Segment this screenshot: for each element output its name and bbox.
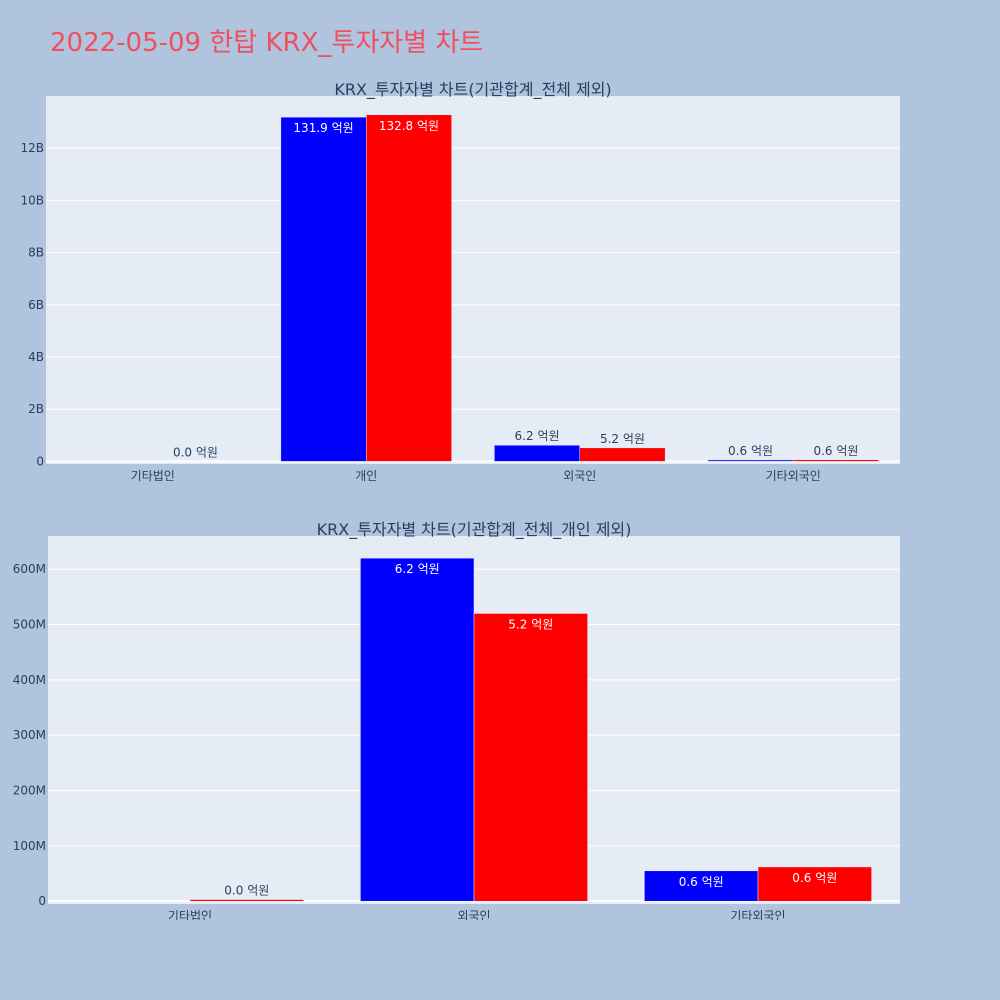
data-label: 0.0 억원	[173, 445, 218, 459]
y-tick-label: 6B	[28, 298, 44, 312]
y-tick-label: 0	[38, 894, 46, 908]
y-tick-label: 200M	[13, 784, 46, 798]
y-tick-label: 0	[36, 454, 44, 468]
y-tick-label: 10B	[20, 193, 44, 207]
chart-krx-excluding-institutions-and-individuals: 0 100M 200M 300M 400M 500M 600M KRX_투자자별 차트(기관합…	[13, 520, 900, 920]
page-title: 2022-05-09 한탑 KRX_투자자별 차트	[50, 28, 484, 58]
chart-title: KRX_투자자별 차트(기관합계_전체 제외)	[334, 80, 611, 100]
y-tick-label: 600M	[13, 562, 46, 576]
bar	[366, 114, 452, 462]
bar	[360, 557, 475, 902]
y-tick-label: 400M	[13, 673, 46, 687]
plot-area	[46, 96, 900, 464]
y-tick-label: 4B	[28, 350, 44, 364]
bar	[757, 866, 872, 902]
x-tick-label: 외국인	[563, 469, 596, 483]
y-tick-label: 8B	[28, 246, 44, 260]
data-label: 132.8 억원	[379, 119, 439, 133]
x-tick-label: 기타외국인	[766, 469, 821, 483]
chart-krx-excluding-institutions: 0 2B 4B 6B 8B 10B 12B KRX_투자자별 차트(기관합계_전체 제외) 기타…	[20, 80, 900, 483]
x-tick-label: 개인	[355, 469, 377, 483]
y-tick-label: 100M	[13, 839, 46, 853]
x-tick-label: 기타법인	[131, 469, 175, 483]
bar	[644, 870, 759, 902]
data-label: 131.9 억원	[293, 121, 353, 135]
x-tick-label: 기타법인	[168, 909, 212, 920]
data-label: 5.2 억원	[508, 617, 553, 631]
data-label: 0.0 억원	[224, 884, 269, 898]
data-label: 6.2 억원	[515, 429, 560, 443]
y-tick-label: 300M	[13, 728, 46, 742]
bar	[793, 459, 879, 462]
bar	[473, 613, 588, 902]
data-label: 0.6 억원	[728, 444, 773, 458]
bar	[494, 444, 581, 462]
bar	[189, 899, 304, 902]
data-label: 0.6 억원	[679, 875, 724, 889]
y-tick-label: 12B	[20, 141, 44, 155]
data-label: 6.2 억원	[395, 562, 440, 576]
y-tick-label: 500M	[13, 618, 46, 632]
data-label: 5.2 억원	[600, 432, 645, 446]
x-tick-label: 기타외국인	[730, 909, 785, 920]
y-tick-label: 2B	[28, 402, 44, 416]
data-label: 0.6 억원	[813, 444, 858, 458]
bar	[579, 447, 666, 462]
data-label: 0.6 억원	[792, 871, 837, 885]
bar	[280, 116, 367, 462]
chart-title: KRX_투자자별 차트(기관합계_전체_개인 제외)	[317, 520, 632, 540]
x-tick-label: 외국인	[457, 909, 490, 920]
bar	[707, 459, 794, 462]
